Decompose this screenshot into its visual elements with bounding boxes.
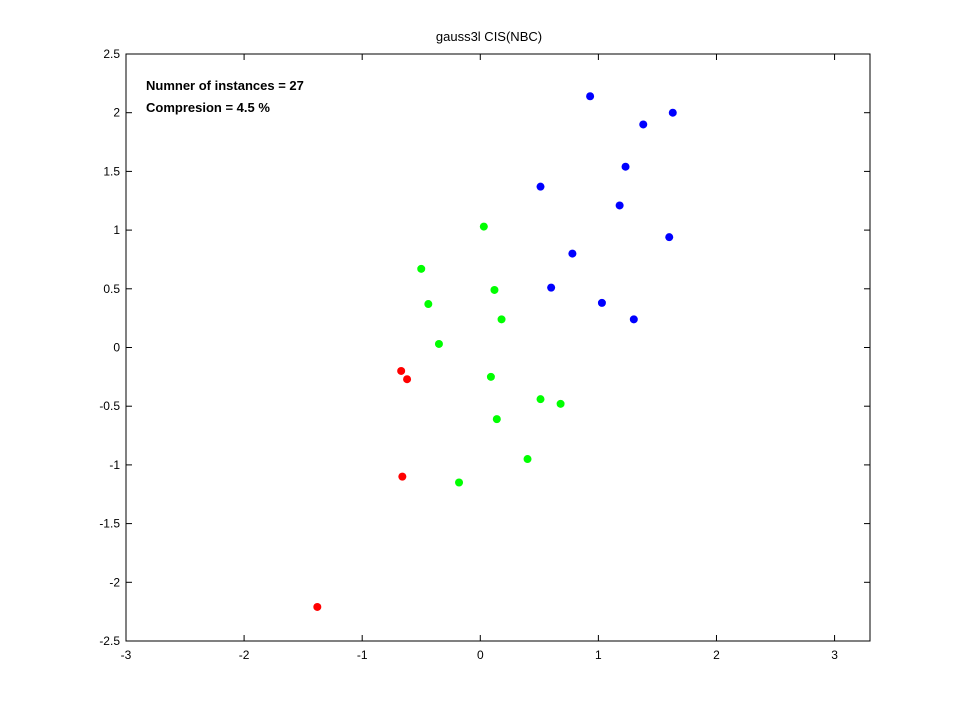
y-tick-label: -0.5 [99, 399, 120, 413]
data-point [486, 372, 495, 381]
chart-title: gauss3l CIS(NBC) [436, 29, 542, 44]
plot-area [125, 53, 871, 642]
data-point [424, 300, 433, 309]
data-point [665, 233, 674, 242]
y-tick-label: 1.5 [103, 164, 120, 178]
data-point [597, 298, 606, 307]
y-tick-label: -1 [109, 458, 120, 472]
x-tick-label: -1 [357, 648, 368, 662]
data-point [536, 182, 545, 191]
data-point [615, 201, 624, 210]
data-point [434, 339, 443, 348]
x-tick-label: 2 [713, 648, 720, 662]
data-points [313, 92, 677, 611]
data-point [403, 375, 412, 384]
data-point [455, 478, 464, 487]
axis-ticks: -3 -2 -1 0 1 2 3 -2.5 -2 -1.5 -1 -0.5 0 0.5 1 1.5 2 2.5 [99, 47, 870, 662]
data-point [568, 249, 577, 258]
data-point [397, 366, 406, 375]
x-tick-label: 3 [831, 648, 838, 662]
data-point [621, 162, 630, 171]
y-tick-label: 2.5 [103, 47, 120, 61]
data-point [490, 285, 499, 294]
y-tick-label: -2 [109, 575, 120, 589]
annotation-compression: Compresion = 4.5 % [146, 100, 270, 115]
x-tick-label: 1 [595, 648, 602, 662]
y-tick-label: 1 [113, 223, 120, 237]
data-point [497, 315, 506, 324]
data-point [586, 92, 595, 101]
data-point [668, 108, 677, 117]
y-tick-label: -2.5 [99, 634, 120, 648]
data-point [547, 283, 556, 292]
data-point [417, 264, 426, 273]
y-tick-label: 2 [113, 106, 120, 120]
data-point [556, 399, 565, 408]
annotation-instances: Numner of instances = 27 [146, 78, 304, 93]
data-point [313, 602, 322, 611]
data-point [479, 222, 488, 231]
x-tick-label: -2 [239, 648, 250, 662]
x-tick-label: 0 [477, 648, 484, 662]
data-point [398, 472, 407, 481]
data-point [639, 120, 648, 129]
x-tick-label: -3 [121, 648, 132, 662]
data-point [492, 415, 501, 424]
y-tick-label: -1.5 [99, 517, 120, 531]
y-tick-label: 0.5 [103, 282, 120, 296]
data-point [629, 315, 638, 324]
data-point [536, 395, 545, 404]
y-tick-label: 0 [113, 341, 120, 355]
data-point [523, 455, 532, 464]
